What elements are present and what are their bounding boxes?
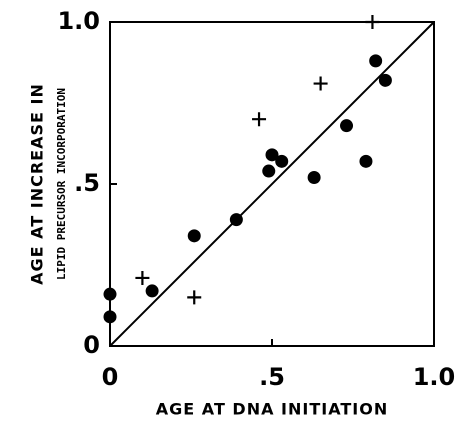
y-tick-label: 0 bbox=[83, 331, 100, 359]
point bbox=[313, 76, 328, 91]
point bbox=[187, 229, 201, 243]
point bbox=[359, 154, 373, 168]
point bbox=[307, 171, 321, 185]
point bbox=[229, 213, 243, 227]
point bbox=[365, 15, 380, 29]
point bbox=[378, 73, 392, 87]
point bbox=[103, 287, 117, 301]
x-tick-label: 0 bbox=[102, 363, 119, 391]
point bbox=[369, 54, 383, 68]
point bbox=[145, 284, 159, 298]
point bbox=[252, 112, 267, 127]
y-axis-sublabel: LIPID PRECURSOR INCORPORATION bbox=[55, 88, 68, 280]
point bbox=[265, 148, 279, 162]
x-tick-label: .5 bbox=[259, 363, 285, 391]
point bbox=[103, 310, 117, 324]
y-tick-label: .5 bbox=[74, 169, 100, 197]
point bbox=[187, 290, 202, 305]
x-tick-label: 1.0 bbox=[413, 363, 456, 391]
y-tick-label: 1.0 bbox=[57, 7, 100, 35]
point bbox=[340, 119, 354, 133]
x-axis-label: AGE AT DNA INITIATION bbox=[156, 400, 388, 419]
point bbox=[262, 164, 276, 178]
point bbox=[135, 270, 150, 285]
y-axis-label: AGE AT INCREASE IN bbox=[28, 83, 47, 285]
point bbox=[275, 154, 289, 168]
reference-line bbox=[109, 21, 435, 347]
